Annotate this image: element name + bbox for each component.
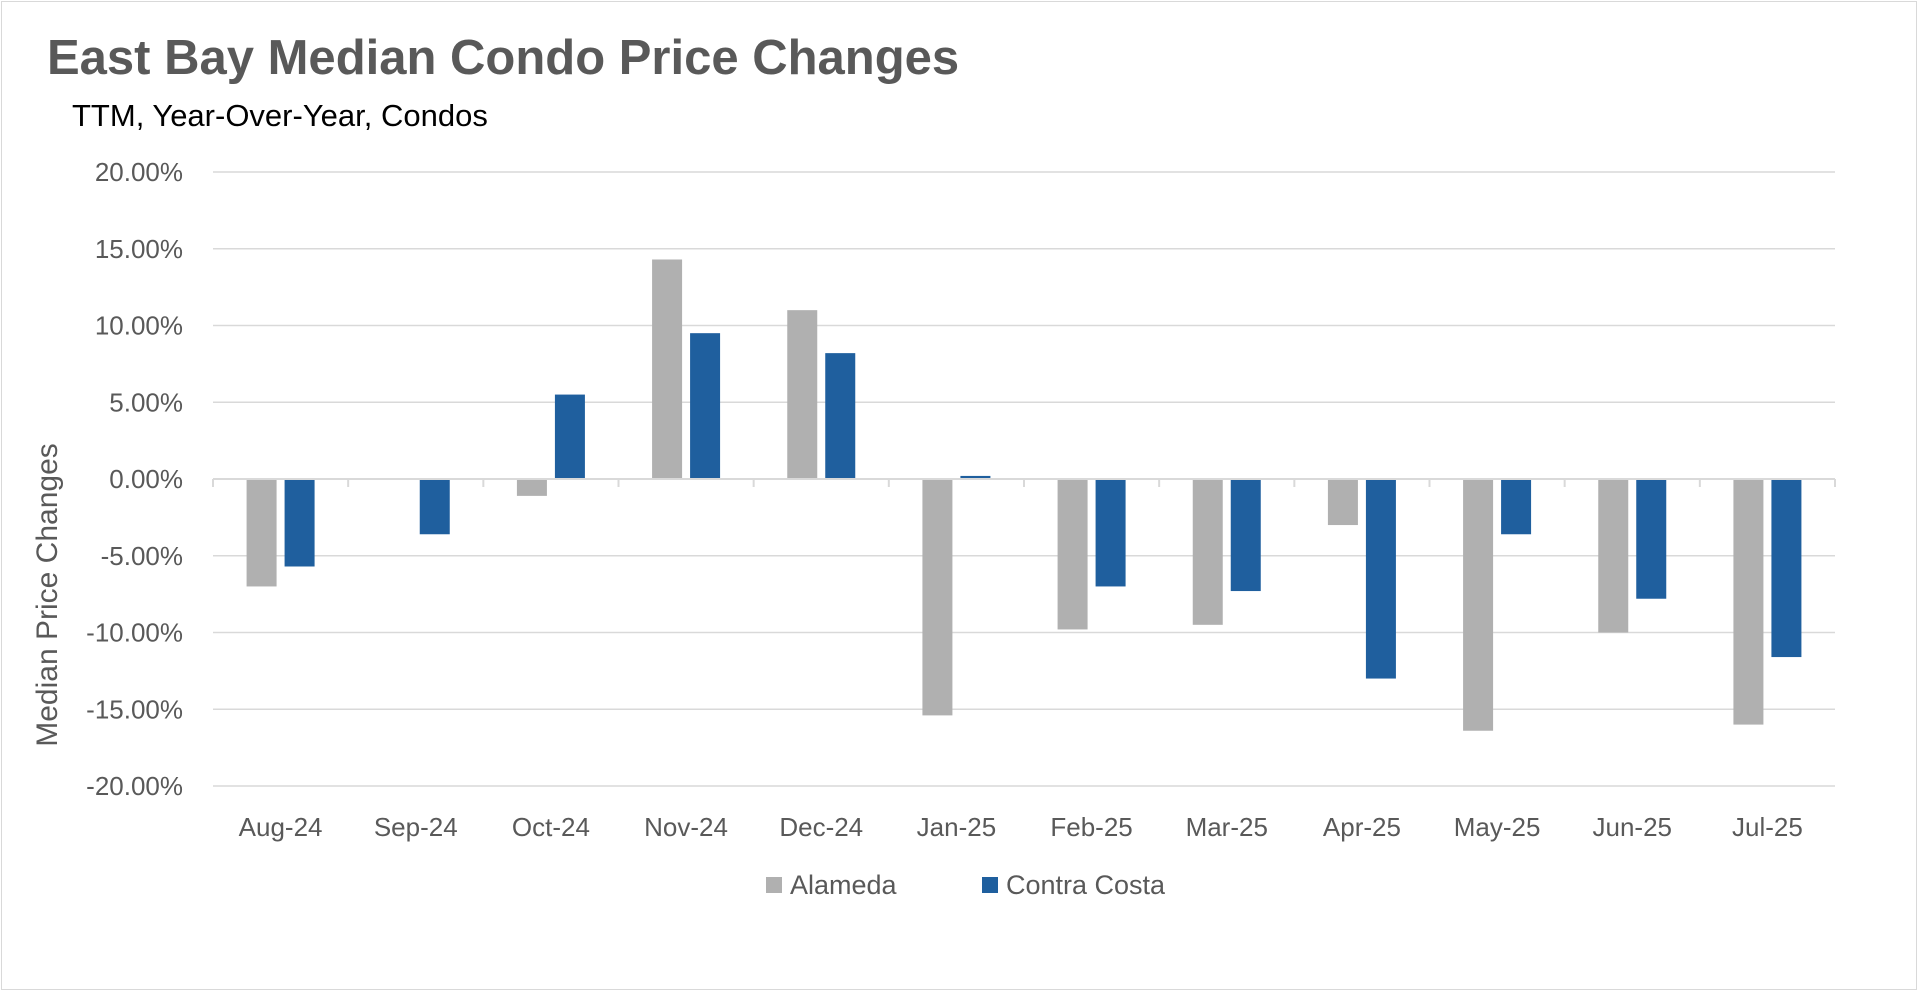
bar-contra-costa-aug-24 — [284, 479, 315, 567]
bar-contra-costa-apr-25 — [1365, 479, 1396, 679]
y-tick-label: -20.00% — [86, 771, 183, 801]
legend-swatch-contra-costa — [982, 877, 998, 893]
y-tick-label: 5.00% — [109, 387, 183, 417]
x-tick-label: Aug-24 — [239, 812, 323, 842]
x-tick-label: May-25 — [1454, 812, 1541, 842]
bar-contra-costa-dec-24 — [825, 353, 856, 479]
chart-subtitle: TTM, Year-Over-Year, Condos — [72, 98, 488, 133]
bar-contra-costa-feb-25 — [1095, 479, 1126, 587]
x-tick-label: Mar-25 — [1186, 812, 1268, 842]
bar-alameda-dec-24 — [787, 310, 818, 479]
x-tick-label: Oct-24 — [512, 812, 590, 842]
y-tick-label: -15.00% — [86, 694, 183, 724]
legend-label: Contra Costa — [1006, 870, 1166, 900]
bar-alameda-mar-25 — [1192, 479, 1223, 625]
bar-alameda-nov-24 — [652, 259, 683, 479]
gridlines — [213, 171, 1835, 787]
x-tick-label: Apr-25 — [1323, 812, 1401, 842]
bars — [246, 259, 1802, 731]
bar-contra-costa-mar-25 — [1230, 479, 1261, 592]
bar-contra-costa-jul-25 — [1771, 479, 1802, 658]
x-tick-label: Nov-24 — [644, 812, 728, 842]
x-tick-label: Feb-25 — [1050, 812, 1132, 842]
y-tick-labels: 20.00% 15.00% 10.00% 5.00% 0.00% -5.00% -10.00… — [86, 157, 183, 801]
x-axis — [212, 478, 1836, 487]
y-tick-label: 10.00% — [95, 311, 183, 341]
chart-title: East Bay Median Condo Price Changes — [47, 31, 960, 85]
y-tick-label: 20.00% — [95, 157, 183, 187]
y-axis-title: Median Price Changes — [31, 443, 64, 747]
bar-contra-costa-may-25 — [1501, 479, 1532, 535]
bar-alameda-apr-25 — [1327, 479, 1358, 526]
x-tick-label: Dec-24 — [779, 812, 863, 842]
bar-alameda-feb-25 — [1057, 479, 1088, 630]
y-tick-label: 0.00% — [109, 464, 183, 494]
x-tick-label: Jul-25 — [1732, 812, 1803, 842]
bar-contra-costa-jan-25 — [960, 475, 991, 479]
x-tick-label: Jan-25 — [917, 812, 997, 842]
bar-alameda-jan-25 — [922, 479, 953, 716]
bar-alameda-aug-24 — [246, 479, 277, 587]
bar-contra-costa-nov-24 — [690, 333, 721, 479]
legend-label: Alameda — [790, 870, 898, 900]
bar-alameda-oct-24 — [516, 479, 547, 496]
bar-contra-costa-oct-24 — [554, 394, 585, 479]
x-tick-labels: Aug-24 Sep-24 Oct-24 Nov-24 Dec-24 Jan-25 Feb-… — [239, 812, 1803, 842]
x-tick-label: Sep-24 — [374, 812, 458, 842]
legend: Alameda Contra Costa — [766, 870, 1166, 900]
bar-contra-costa-jun-25 — [1636, 479, 1667, 599]
bar-contra-costa-sep-24 — [419, 479, 450, 535]
bar-alameda-jun-25 — [1598, 479, 1629, 633]
y-tick-label: -10.00% — [86, 618, 183, 648]
y-tick-label: -5.00% — [101, 541, 183, 571]
bar-alameda-may-25 — [1463, 479, 1494, 731]
y-tick-label: 15.00% — [95, 234, 183, 264]
legend-swatch-alameda — [766, 877, 782, 893]
bar-alameda-jul-25 — [1733, 479, 1764, 725]
x-tick-label: Jun-25 — [1593, 812, 1673, 842]
